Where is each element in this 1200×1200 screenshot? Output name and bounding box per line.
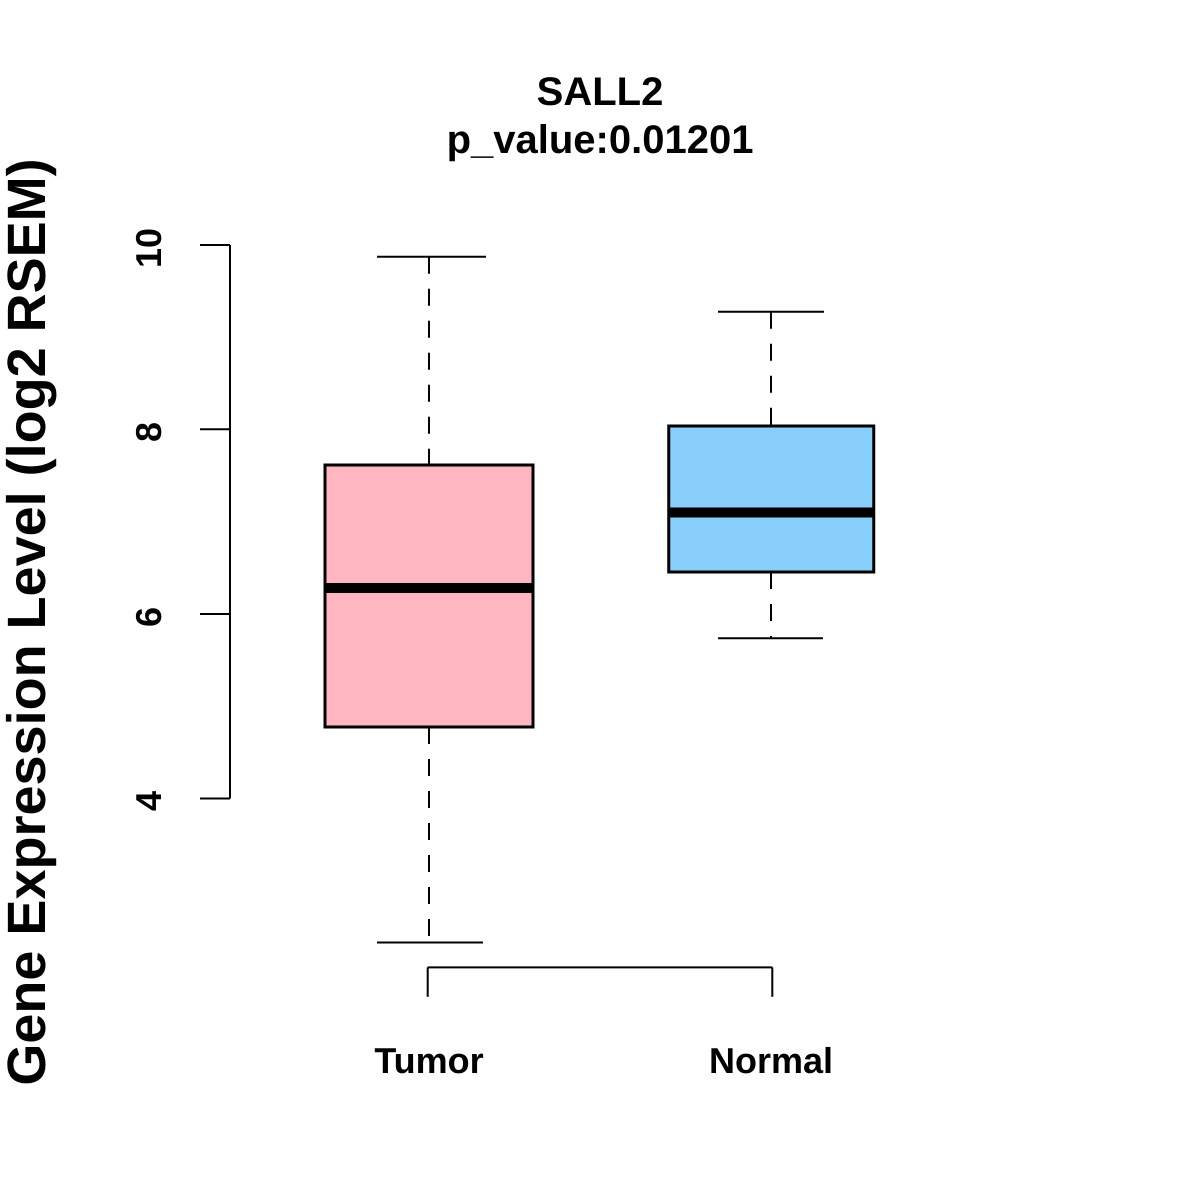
- svg-text:8: 8: [128, 422, 169, 442]
- svg-text:4: 4: [128, 791, 169, 811]
- svg-text:p_value:0.01201: p_value:0.01201: [447, 118, 754, 162]
- svg-text:Gene Expression Level (log2 RS: Gene Expression Level (log2 RSEM): [0, 158, 57, 1085]
- svg-text:10: 10: [128, 228, 169, 268]
- svg-text:SALL2: SALL2: [537, 70, 664, 114]
- svg-text:Tumor: Tumor: [374, 1040, 483, 1081]
- svg-text:Normal: Normal: [709, 1040, 833, 1081]
- svg-text:6: 6: [128, 607, 169, 627]
